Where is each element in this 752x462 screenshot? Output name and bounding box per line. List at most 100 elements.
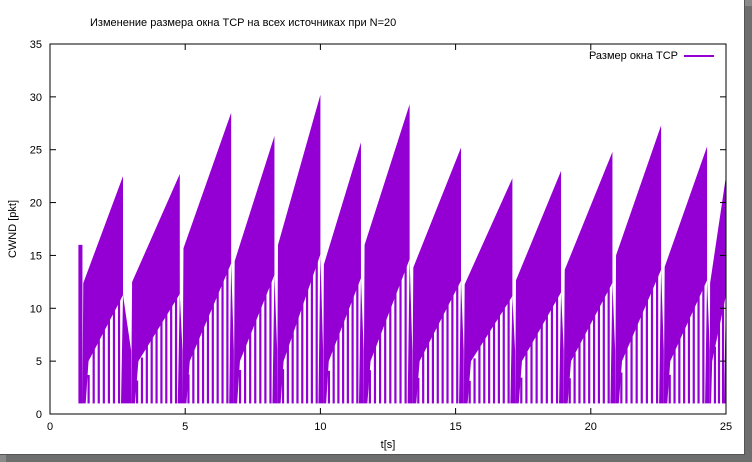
series-drop [459,280,464,404]
series-cycle [323,142,361,404]
series-cycle [515,170,562,404]
series-step [441,249,444,404]
series-step [687,260,691,404]
series-step [668,374,671,404]
series-step [112,232,116,404]
y-axis: 0 5 10 15 20 25 30 35 [30,39,726,421]
plot-border [49,43,727,415]
series-step [216,199,219,404]
chart-title: Изменение размера окна TCP на всех источ… [90,17,396,29]
series-step [221,170,224,404]
series-drop [358,278,364,404]
series-step [426,326,430,404]
x-axis: 0 5 10 15 20 25 [47,44,732,433]
series-step [206,258,210,404]
series-step [174,196,178,404]
x-tick-label: 20 [585,421,597,433]
series-step [478,335,481,404]
series-step [378,303,382,404]
series-drop [610,282,616,404]
series-step [456,173,459,404]
series-step [530,325,533,404]
series-step [545,248,548,404]
x-tick-label: 5 [182,421,188,433]
series-step [368,370,371,404]
series-step [468,380,471,404]
series-step [525,351,528,404]
series-cycle [182,112,232,404]
series-drop [705,280,710,404]
series-step [436,275,439,404]
y-tick-label: 25 [30,145,42,157]
series-step [286,334,289,404]
y-tick-label: 30 [30,92,42,104]
series-step [655,156,659,404]
series-step [150,311,153,404]
series-step [197,316,200,404]
x-tick-label: 15 [449,421,461,433]
series-step [187,374,190,404]
series-step [602,202,605,404]
series-step [165,242,168,404]
y-tick-label: 20 [30,198,42,210]
legend-entry-label: Размер окна TCP [589,50,678,62]
series-step [140,357,144,404]
series-drop [272,274,278,404]
series-step [555,196,559,404]
series-cycle [615,125,662,404]
series-step [384,270,387,404]
x-tick-label: 25 [720,421,732,433]
series-step [550,222,554,404]
series-step [238,369,242,404]
series-drop [559,292,564,404]
series-step [578,327,581,404]
series-step [417,377,420,404]
x-tick-label: 0 [47,421,53,433]
series-step [315,129,318,404]
legend: Размер окна TCP [589,50,714,62]
series-step [721,232,725,404]
series-step [520,377,523,404]
series-step [155,288,158,404]
series-step [597,227,601,404]
series-step [446,224,449,404]
series-step [291,300,294,404]
series-step [592,252,596,404]
series-step [502,223,505,404]
series-step [620,372,623,404]
series-step [249,303,252,404]
x-tick-label: 10 [314,421,326,433]
series-step [713,346,717,404]
series-step [310,163,313,404]
series-step [404,137,407,404]
series-step [535,300,538,404]
series-step [305,197,309,404]
series-step [264,202,267,404]
series-step [145,334,148,404]
series-step [673,346,676,404]
series-step [337,305,340,404]
series-step [87,375,90,404]
series-step [635,279,638,404]
series-cycle [277,94,321,404]
series-step [497,245,500,404]
series-step [697,203,700,404]
series-step [394,203,397,404]
series-step [692,232,695,404]
y-tick-label: 0 [36,409,42,421]
series-step [588,277,591,404]
series-line [78,94,726,404]
series-drop [177,294,183,404]
series-step [135,380,139,404]
series-step [431,301,435,404]
series-step [296,266,299,404]
series-step [259,236,262,404]
window-shadow-right [745,6,752,462]
series-step [583,302,586,404]
series-step [717,289,721,404]
series-step [226,141,229,404]
series-step [332,338,335,404]
series-spike [78,244,83,404]
series-step [507,200,510,404]
series-step [107,261,110,404]
